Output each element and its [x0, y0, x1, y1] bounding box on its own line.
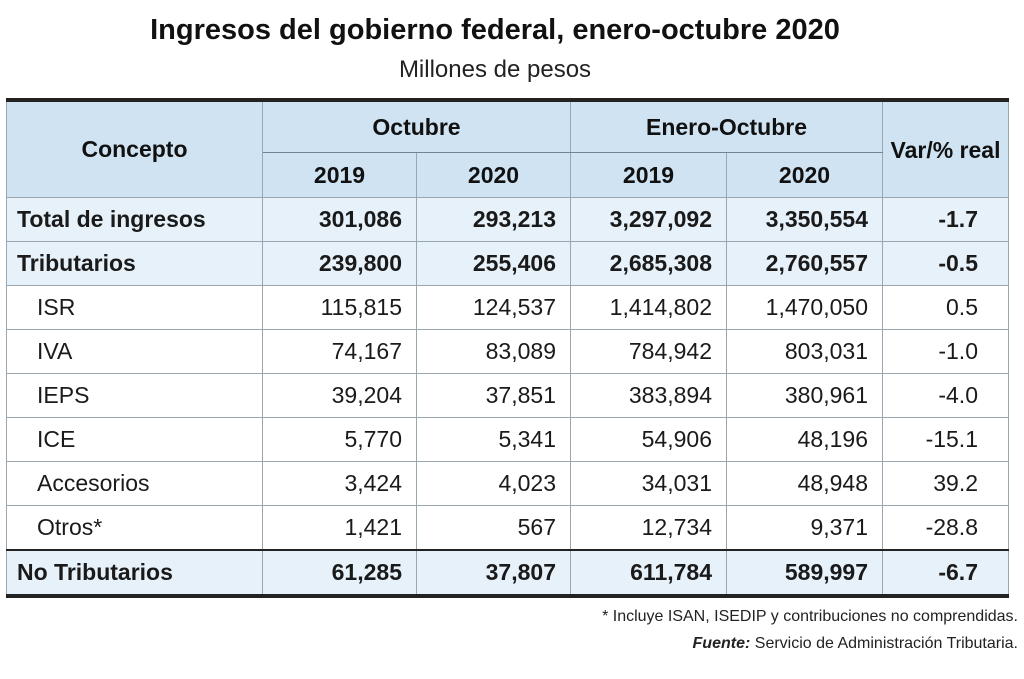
cell-value: 48,196	[726, 417, 883, 462]
cell-value: 48,948	[726, 461, 883, 506]
source-label: Fuente:	[692, 635, 751, 652]
cell-value: 34,031	[570, 461, 727, 506]
cell-value: 293,213	[416, 197, 571, 242]
cell-value: 74,167	[262, 329, 417, 374]
table-row: ISR 115,815 124,537 1,414,802 1,470,050 …	[6, 285, 1009, 330]
table-row: No Tributarios 61,285 37,807 611,784 589…	[6, 549, 1009, 597]
table-row: IEPS 39,204 37,851 383,894 380,961 -4.0	[6, 373, 1009, 418]
table-row: Total de ingresos 301,086 293,213 3,297,…	[6, 197, 1009, 242]
cell-value: 5,341	[416, 417, 571, 462]
header-concepto: Concepto	[6, 99, 263, 198]
header-year: 2020	[726, 152, 883, 198]
cell-value: 255,406	[416, 241, 571, 286]
cell-value: 5,770	[262, 417, 417, 462]
row-label: IEPS	[6, 373, 263, 418]
row-label: Tributarios	[6, 241, 263, 286]
row-label: No Tributarios	[6, 549, 263, 597]
cell-value: 124,537	[416, 285, 571, 330]
cell-value: 4,023	[416, 461, 571, 506]
cell-var: 0.5	[882, 285, 1009, 330]
revenue-table: Concepto Octubre Enero-Octubre Var/% rea…	[6, 98, 1009, 598]
header-var-real: Var/% real	[882, 99, 1009, 198]
cell-value: 12,734	[570, 505, 727, 551]
cell-value: 3,424	[262, 461, 417, 506]
cell-value: 1,414,802	[570, 285, 727, 330]
cell-var: -15.1	[882, 417, 1009, 462]
cell-value: 83,089	[416, 329, 571, 374]
row-label: IVA	[6, 329, 263, 374]
cell-var: -0.5	[882, 241, 1009, 286]
cell-var: -28.8	[882, 505, 1009, 551]
cell-value: 380,961	[726, 373, 883, 418]
row-label: Total de ingresos	[6, 197, 263, 242]
cell-value: 383,894	[570, 373, 727, 418]
row-label: Otros*	[6, 505, 263, 551]
cell-value: 239,800	[262, 241, 417, 286]
source-text: Servicio de Administración Tributaria.	[754, 635, 1018, 652]
row-label: ICE	[6, 417, 263, 462]
table-row: Otros* 1,421 567 12,734 9,371 -28.8	[6, 505, 1009, 551]
header-octubre: Octubre	[262, 99, 571, 153]
cell-value: 1,470,050	[726, 285, 883, 330]
cell-value: 2,685,308	[570, 241, 727, 286]
cell-value: 803,031	[726, 329, 883, 374]
header-year: 2019	[570, 152, 727, 198]
table-row: ICE 5,770 5,341 54,906 48,196 -15.1	[6, 417, 1009, 462]
cell-var: -1.7	[882, 197, 1009, 242]
cell-var: 39.2	[882, 461, 1009, 506]
header-year: 2020	[416, 152, 571, 198]
row-label: ISR	[6, 285, 263, 330]
cell-value: 3,297,092	[570, 197, 727, 242]
cell-value: 784,942	[570, 329, 727, 374]
cell-var: -4.0	[882, 373, 1009, 418]
cell-var: -1.0	[882, 329, 1009, 374]
footnote: * Incluye ISAN, ISEDIP y contribuciones …	[602, 608, 1018, 625]
cell-value: 9,371	[726, 505, 883, 551]
table-title: Ingresos del gobierno federal, enero-oct…	[150, 14, 840, 46]
row-label: Accesorios	[6, 461, 263, 506]
table-row: Accesorios 3,424 4,023 34,031 48,948 39.…	[6, 461, 1009, 506]
header-enero-octubre: Enero-Octubre	[570, 99, 883, 153]
table-row: Tributarios 239,800 255,406 2,685,308 2,…	[6, 241, 1009, 286]
table-row: IVA 74,167 83,089 784,942 803,031 -1.0	[6, 329, 1009, 374]
table-subtitle: Millones de pesos	[398, 56, 592, 83]
cell-value: 1,421	[262, 505, 417, 551]
cell-value: 37,807	[416, 549, 571, 597]
source-note: Fuente: Servicio de Administración Tribu…	[693, 635, 1018, 653]
cell-value: 61,285	[262, 549, 417, 597]
cell-value: 39,204	[262, 373, 417, 418]
cell-value: 611,784	[570, 549, 727, 597]
cell-value: 589,997	[726, 549, 883, 597]
cell-value: 2,760,557	[726, 241, 883, 286]
cell-value: 37,851	[416, 373, 571, 418]
cell-value: 54,906	[570, 417, 727, 462]
cell-value: 115,815	[262, 285, 417, 330]
cell-var: -6.7	[882, 549, 1009, 597]
cell-value: 301,086	[262, 197, 417, 242]
header-year: 2019	[262, 152, 417, 198]
cell-value: 567	[416, 505, 571, 551]
cell-value: 3,350,554	[726, 197, 883, 242]
